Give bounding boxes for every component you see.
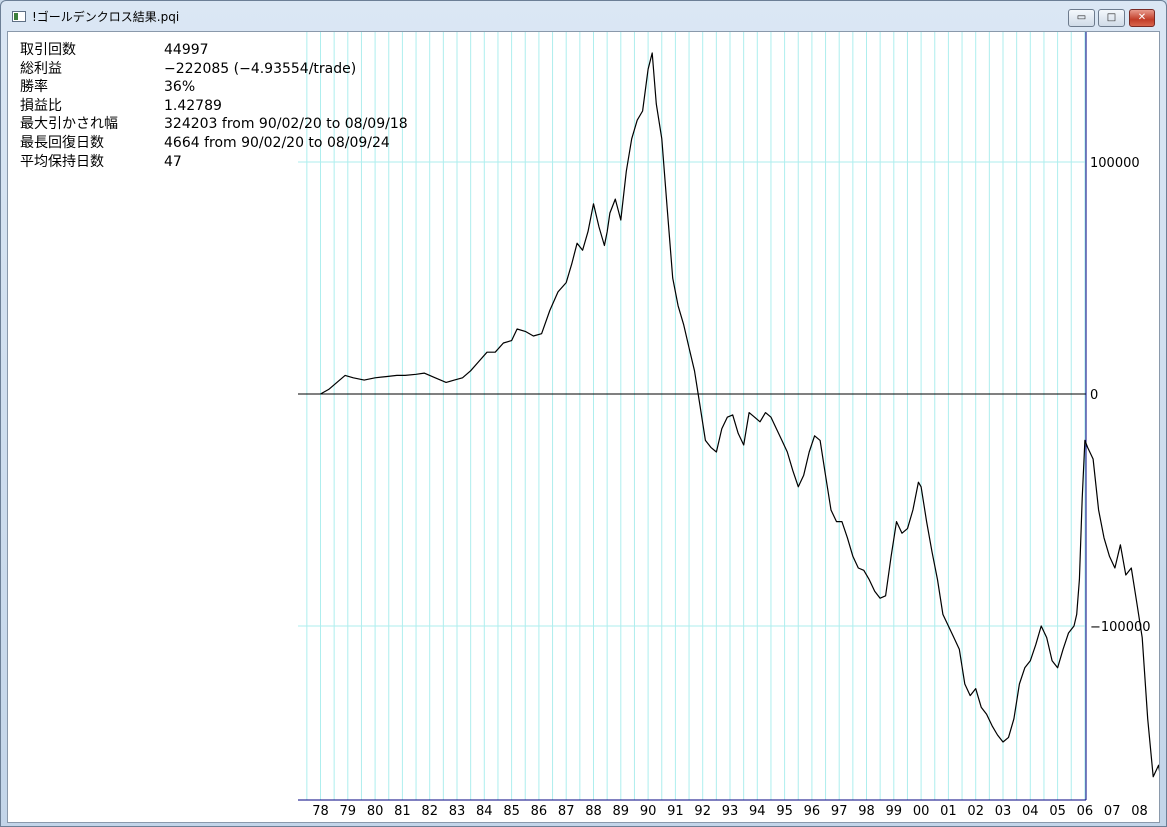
- x-tick-label: 96: [804, 804, 821, 819]
- x-tick-label: 02: [967, 804, 984, 819]
- x-tick-label: 00: [913, 804, 930, 819]
- x-tick-label: 07: [1104, 804, 1121, 819]
- stat-label: 総利益: [20, 60, 62, 77]
- stat-value: 44997: [164, 42, 209, 58]
- title-bar[interactable]: !ゴールデンクロス結果.pqi ▭ □ ✕: [1, 1, 1166, 31]
- minimize-button[interactable]: ▭: [1068, 9, 1095, 27]
- x-tick-label: 08: [1131, 804, 1148, 819]
- stat-value: 36%: [164, 79, 196, 96]
- stat-value: 47: [164, 153, 182, 170]
- x-tick-label: 97: [831, 804, 848, 819]
- x-tick-label: 03: [995, 804, 1012, 819]
- x-tick-label: 82: [421, 804, 438, 819]
- window-title: !ゴールデンクロス結果.pqi: [32, 10, 180, 24]
- x-tick-label: 05: [1049, 804, 1066, 819]
- x-tick-label: 90: [640, 804, 657, 819]
- stat-value: 1.42789: [164, 97, 222, 114]
- stat-label: 最大引かされ幅: [20, 116, 118, 133]
- x-tick-label: 94: [749, 804, 766, 819]
- maximize-button[interactable]: □: [1098, 9, 1125, 27]
- x-tick-label: 87: [558, 804, 575, 819]
- stat-label: 損益比: [20, 97, 62, 114]
- chart-area: 100000 0 −100000 78 79 80 81 82 83 84 85 86 87 88 89 90…: [7, 31, 1160, 823]
- stat-label: 取引回数: [20, 42, 76, 58]
- y-tick-label: 100000: [1090, 156, 1140, 171]
- x-tick-label: 78: [312, 804, 329, 819]
- equity-line: [320, 52, 1159, 778]
- x-tick-label: 98: [858, 804, 875, 819]
- x-tick-label: 88: [585, 804, 602, 819]
- stat-value: 4664 from 90/02/20 to 08/09/24: [164, 134, 390, 151]
- x-tick-label: 83: [449, 804, 466, 819]
- x-tick-label: 79: [340, 804, 357, 819]
- y-tick-label: −100000: [1090, 620, 1151, 635]
- x-tick-label: 92: [694, 804, 711, 819]
- stat-label: 勝率: [20, 79, 48, 96]
- equity-chart: 100000 0 −100000 78 79 80 81 82 83 84 85 86 87 88 89 90…: [298, 32, 1159, 819]
- x-tick-label: 06: [1077, 804, 1094, 819]
- x-tick-label: 89: [613, 804, 630, 819]
- app-icon[interactable]: [12, 11, 26, 22]
- y-tick-label: 0: [1090, 388, 1098, 403]
- x-tick-label: 01: [940, 804, 957, 819]
- stat-value: −222085 (−4.93554/trade): [164, 60, 357, 77]
- x-tick-label: 91: [667, 804, 684, 819]
- stat-label: 最長回復日数: [20, 134, 104, 151]
- x-tick-label: 85: [503, 804, 520, 819]
- x-tick-label: 93: [722, 804, 739, 819]
- x-tick-label: 84: [476, 804, 493, 819]
- stat-label: 平均保持日数: [20, 153, 104, 170]
- x-tick-label: 86: [531, 804, 548, 819]
- x-tick-label: 99: [886, 804, 903, 819]
- close-button[interactable]: ✕: [1129, 9, 1155, 27]
- x-tick-label: 04: [1022, 804, 1039, 819]
- x-tick-label: 81: [394, 804, 411, 819]
- stat-value: 324203 from 90/02/20 to 08/09/18: [164, 116, 408, 133]
- x-tick-label: 80: [367, 804, 384, 819]
- x-tick-label: 95: [776, 804, 793, 819]
